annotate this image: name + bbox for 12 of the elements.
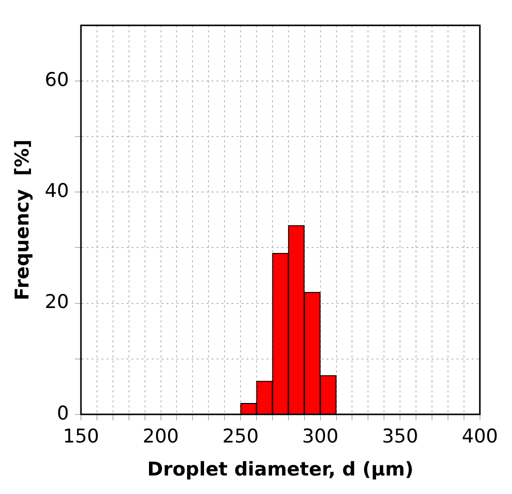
y-tick-label: 40: [44, 180, 69, 202]
x-axis-title: Droplet diameter, d (μm): [147, 458, 414, 481]
x-tick-label: 150: [62, 426, 100, 448]
y-tick-label: 20: [44, 291, 69, 314]
x-tick-label: 350: [382, 426, 418, 448]
x-tick-label: 300: [302, 426, 338, 448]
y-axis-title: Frequency [%]: [11, 139, 34, 300]
x-tick-label: 250: [222, 426, 259, 448]
x-tick-label: 200: [142, 426, 179, 448]
y-tick-label: 0: [56, 402, 69, 424]
y-tick-label: 60: [44, 68, 69, 91]
x-tick-label: 400: [462, 426, 498, 448]
